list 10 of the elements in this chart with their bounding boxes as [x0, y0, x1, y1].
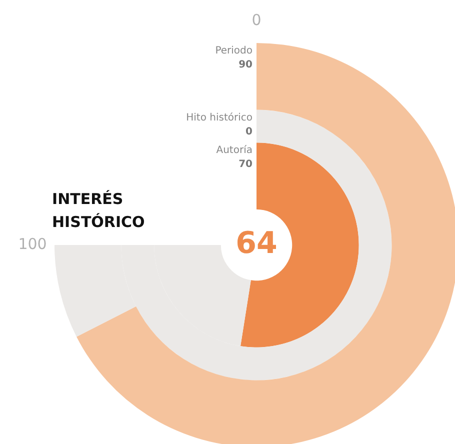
category-label: Hito histórico [186, 112, 252, 124]
text: 0 [252, 10, 262, 29]
text: 64 [236, 226, 278, 261]
data-label: 0 [246, 126, 253, 138]
text: INTERÉS HISTÓRICO [52, 189, 146, 233]
data-label: 90 [238, 60, 253, 71]
data-label: 70 [238, 159, 253, 170]
category-label: Periodo [215, 46, 252, 57]
category-label: Autoría [216, 145, 252, 156]
text: 100 [18, 234, 47, 253]
